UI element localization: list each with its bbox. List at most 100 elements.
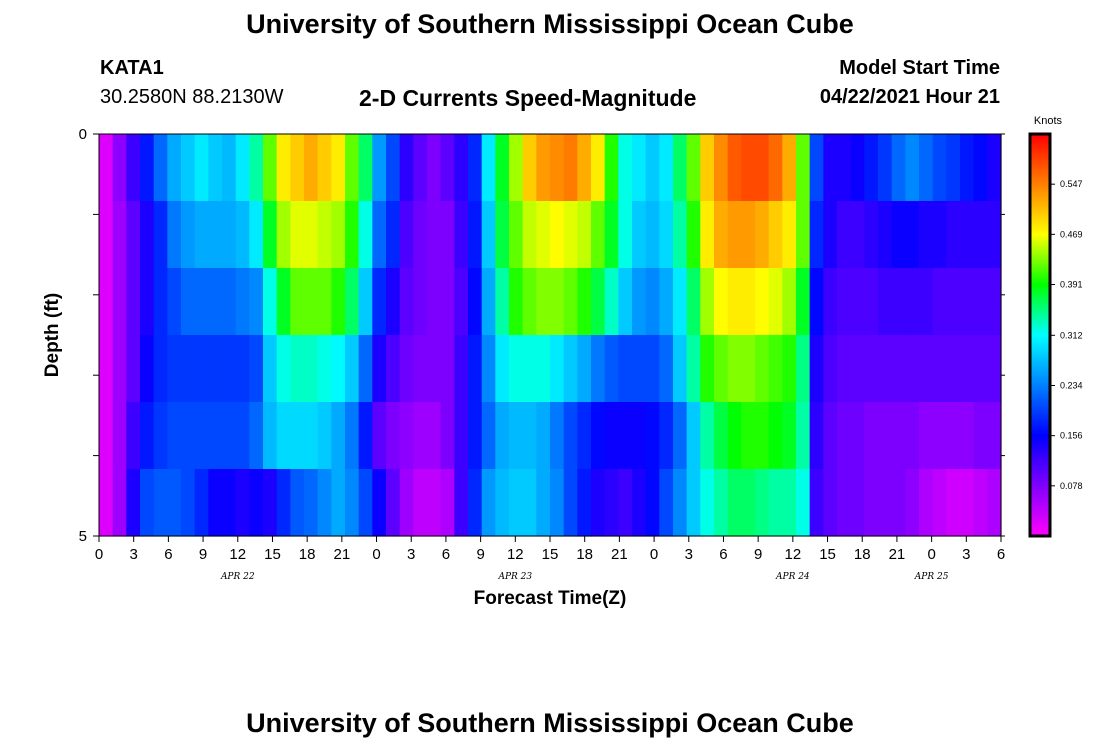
heatmap-cell [796, 335, 811, 403]
heatmap-cell [413, 134, 428, 202]
heatmap-cell [112, 402, 127, 470]
x-tick-label: 15 [819, 546, 836, 563]
heatmap-cell [140, 469, 155, 537]
heatmap-cell [345, 201, 360, 269]
heatmap-cell [809, 268, 824, 336]
heatmap-cell [837, 469, 852, 537]
x-tick-label: 9 [754, 546, 762, 563]
heatmap-cell [632, 268, 647, 336]
heatmap-cell [222, 402, 237, 470]
heatmap-cell [249, 402, 264, 470]
heatmap-cell [673, 201, 688, 269]
heatmap-cell [755, 335, 770, 403]
colorbar-ticks: 0.078 0.156 0.234 0.312 0.391 0.469 0.547 [1050, 179, 1083, 491]
heatmap-cell [481, 134, 496, 202]
heatmap-cell [235, 268, 250, 336]
heatmap-cell [864, 335, 879, 403]
heatmap-cell [440, 469, 455, 537]
heatmap-cell [727, 335, 742, 403]
heatmap-cell [768, 402, 783, 470]
heatmap-cell [140, 268, 155, 336]
heatmap-cell [919, 335, 934, 403]
heatmap-cell [304, 268, 319, 336]
heatmap-cell [618, 134, 633, 202]
heatmap-cell [632, 134, 647, 202]
heatmap-cell [604, 469, 619, 537]
heatmap-cell [522, 335, 537, 403]
heatmap-cell [386, 134, 401, 202]
heatmap-cell [946, 469, 961, 537]
heatmap-cell [673, 335, 688, 403]
heatmap-cell [714, 335, 729, 403]
heatmap-cell [263, 335, 278, 403]
axes: 0 3 6 9 12 15 18 21 0 3 6 9 12 15 18 21 0 3 6 9 12 15 18 21 0 3 6 A… [79, 126, 1006, 582]
heatmap-cell [249, 201, 264, 269]
heatmap-cell [987, 402, 1002, 470]
heatmap-cell [290, 402, 305, 470]
heatmap-cell [782, 134, 797, 202]
heatmap-cell [208, 134, 223, 202]
heatmap-cell [577, 268, 592, 336]
heatmap-cell [632, 201, 647, 269]
heatmap-cell [276, 268, 291, 336]
heatmap-cell [823, 469, 838, 537]
heatmap-cell [645, 134, 660, 202]
heatmap-cell [645, 469, 660, 537]
heatmap-cell [850, 402, 865, 470]
heatmap-cell [194, 335, 209, 403]
footer-title: University of Southern Mississippi Ocean… [246, 708, 854, 738]
heatmap-cell [167, 201, 182, 269]
y-tick-label: 5 [79, 528, 87, 545]
heatmap-cell [673, 268, 688, 336]
heatmap-cell [755, 469, 770, 537]
heatmap-cell [99, 402, 114, 470]
heatmap-cell [181, 134, 196, 202]
heatmap-cell [140, 335, 155, 403]
heatmap-cell [659, 268, 674, 336]
heatmap-cell [427, 134, 442, 202]
heatmap-cell [659, 402, 674, 470]
heatmap-cell [290, 335, 305, 403]
heatmap-cell [536, 268, 551, 336]
heatmap-cell [932, 201, 947, 269]
heatmap-cell [659, 134, 674, 202]
heatmap-cell [987, 134, 1002, 202]
heatmap-cell [905, 201, 920, 269]
heatmap-cell [522, 268, 537, 336]
heatmap-cell [536, 402, 551, 470]
heatmap-cell [194, 268, 209, 336]
heatmap-cell [632, 335, 647, 403]
heatmap-cell [153, 134, 168, 202]
heatmap-cell [454, 201, 469, 269]
heatmap-cell [796, 268, 811, 336]
heatmap-cell [878, 469, 893, 537]
heatmap-cell [536, 335, 551, 403]
heatmap-cell [878, 201, 893, 269]
heatmap-cell [960, 201, 975, 269]
heatmap-cell [577, 469, 592, 537]
heatmap-cell [495, 469, 510, 537]
heatmap-cell [99, 335, 114, 403]
heatmap-cell [782, 335, 797, 403]
heatmap-cell [126, 268, 141, 336]
heatmap-cell [468, 201, 483, 269]
station-name: KATA1 [100, 57, 164, 79]
heatmap-cell [263, 469, 278, 537]
heatmap-cell [112, 201, 127, 269]
heatmap-cell [509, 134, 524, 202]
heatmap-cell [714, 268, 729, 336]
heatmap-cell [686, 201, 701, 269]
heatmap-cell [563, 134, 578, 202]
heatmap-cell [358, 134, 373, 202]
x-tick-label: 15 [542, 546, 559, 563]
x-tick-label: 21 [889, 546, 906, 563]
heatmap-cell [194, 469, 209, 537]
heatmap-cell [304, 469, 319, 537]
x-tick-label: 6 [442, 546, 450, 563]
heatmap-cell [905, 268, 920, 336]
heatmap-cell [796, 201, 811, 269]
heatmap-cell [796, 469, 811, 537]
heatmap-cell [454, 134, 469, 202]
heatmap-cell [304, 134, 319, 202]
